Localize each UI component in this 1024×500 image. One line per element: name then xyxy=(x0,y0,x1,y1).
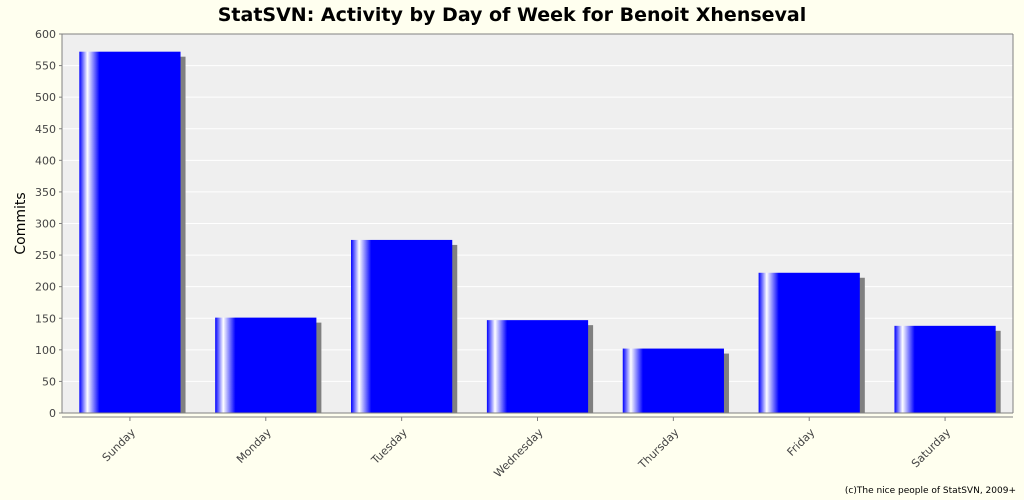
bar-thursday xyxy=(622,348,724,413)
bar-monday xyxy=(215,317,317,413)
chart-title: StatSVN: Activity by Day of Week for Ben… xyxy=(217,4,807,26)
y-tick-label: 150 xyxy=(35,312,56,325)
bar-wednesday xyxy=(486,320,589,413)
x-tick-label: Tuesday xyxy=(368,426,410,468)
x-tick-label: Saturday xyxy=(909,426,954,471)
bars xyxy=(79,51,1001,413)
y-tick-label: 200 xyxy=(35,281,56,294)
y-tick-label: 0 xyxy=(49,407,56,420)
y-tick-labels: 0 50 100 150 200 250 300 350 400 450 500 550 600 xyxy=(35,28,62,420)
y-tick-label: 250 xyxy=(35,249,56,262)
bar-sunday xyxy=(79,51,181,413)
bar-saturday xyxy=(894,325,996,413)
bar-tuesday xyxy=(351,239,453,413)
x-tick-label: Friday xyxy=(785,426,818,459)
x-tick-label: Monday xyxy=(234,426,274,466)
y-tick-label: 50 xyxy=(42,375,56,388)
x-tick-labels: Sunday Monday Tuesday Wednesday Thursday Frid… xyxy=(100,417,954,480)
x-tick-label: Sunday xyxy=(100,426,139,465)
y-tick-label: 400 xyxy=(35,154,56,167)
y-tick-label: 600 xyxy=(35,28,56,41)
y-tick-label: 450 xyxy=(35,123,56,136)
x-tick-label: Wednesday xyxy=(491,426,546,481)
x-tick-label: Thursday xyxy=(635,426,681,472)
y-axis-label: Commits xyxy=(13,192,29,254)
footer-credit: (c)The nice people of StatSVN, 2009+ xyxy=(844,486,1016,496)
y-tick-label: 500 xyxy=(35,91,56,104)
y-tick-label: 350 xyxy=(35,186,56,199)
bar-friday xyxy=(758,272,860,413)
y-tick-label: 300 xyxy=(35,218,56,231)
y-tick-label: 100 xyxy=(35,344,56,357)
y-tick-label: 550 xyxy=(35,60,56,73)
